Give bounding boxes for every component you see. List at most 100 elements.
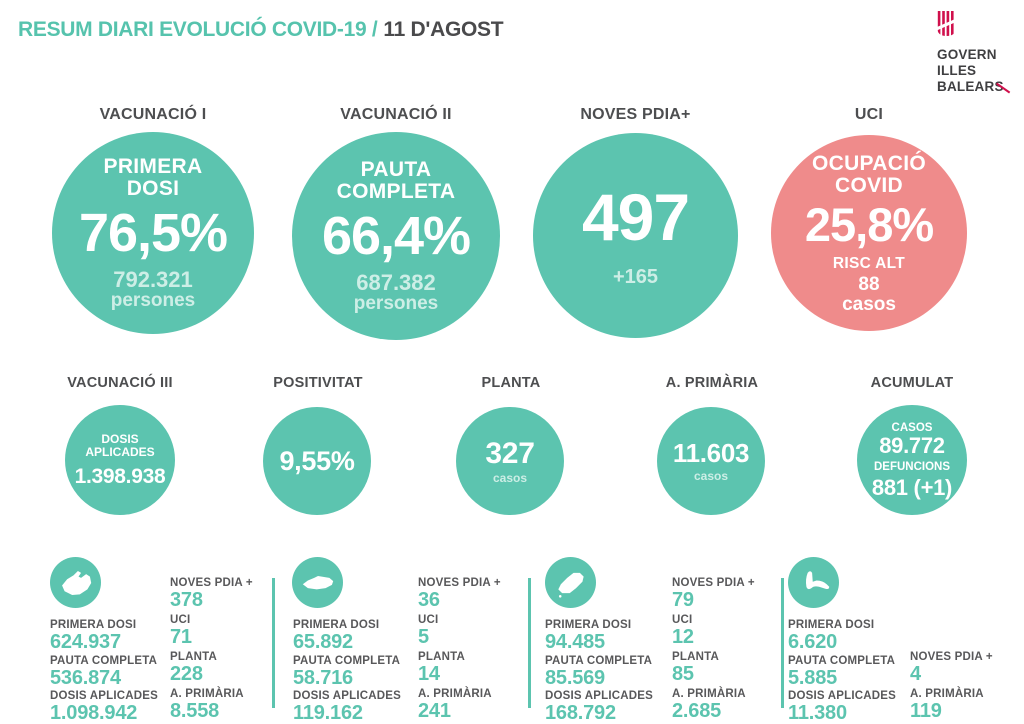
kpi-title-noves-pdia: NOVES PDIA+	[580, 106, 691, 123]
kpi-value: 11.603	[672, 437, 750, 468]
stat-a-primaria: A. PRIMÀRIA 2.685	[672, 688, 746, 722]
stat-value: 119.162	[293, 702, 363, 724]
kpi-value: 497	[581, 180, 690, 254]
stat-label: PAUTA COMPLETA	[788, 655, 896, 667]
stat-dosis-aplicades: DOSIS APLICADES 11.380	[788, 690, 896, 724]
kpi-circle-positivitat: 9,55%	[263, 407, 371, 515]
stat-uci: UCI 12	[672, 614, 694, 648]
stat-label: PLANTA	[672, 651, 719, 663]
stat-label: NOVES PDIA +	[672, 577, 755, 589]
stat-pauta-completa: PAUTA COMPLETA 85.569	[545, 655, 652, 689]
stat-noves-pdia: NOVES PDIA + 79	[672, 577, 755, 611]
stat-label: DOSIS APLICADES	[50, 690, 159, 702]
stat-label: A. PRIMÀRIA	[672, 688, 746, 700]
kpi-risk-label: RISC ALT	[832, 254, 906, 272]
kpi-value: 327	[485, 436, 535, 470]
stat-value: 11.380	[788, 702, 847, 724]
island-section-mallorca	[50, 557, 101, 608]
stat-value: 65.892	[293, 631, 353, 653]
stat-value: 5	[418, 626, 429, 648]
logo-text-line: ILLES	[937, 63, 977, 78]
stat-value: 8.558	[170, 700, 220, 722]
kpi-sublabel: casos	[492, 470, 528, 485]
stat-label: PRIMERA DOSI	[293, 619, 380, 631]
stat-value: 4	[910, 663, 921, 685]
kpi-title-acumulat: ACUMULAT	[870, 375, 954, 391]
stat-primera-dosi: PRIMERA DOSI 94.485	[545, 619, 631, 653]
kpi-circle-noves-pdia: 497 +165	[533, 133, 738, 338]
stat-a-primaria: A. PRIMÀRIA 8.558	[170, 688, 244, 722]
stat-label: PRIMERA DOSI	[50, 619, 137, 631]
page-title: RESUM DIARI EVOLUCIÓ COVID-19 /11 D'AGOS…	[18, 18, 504, 42]
stat-noves-pdia: NOVES PDIA + 378	[170, 577, 253, 611]
stat-dosis-aplicades: DOSIS APLICADES 119.162	[293, 690, 401, 724]
kpi-sublabel: persones	[353, 292, 439, 314]
stat-primera-dosi: PRIMERA DOSI 624.937	[50, 619, 136, 653]
stat-label: PAUTA COMPLETA	[545, 655, 653, 667]
stat-pauta-completa: PAUTA COMPLETA 5.885	[788, 655, 895, 689]
menorca-map-icon	[302, 575, 333, 589]
kpi-value: 9,55%	[279, 446, 355, 476]
stat-planta: PLANTA 14	[418, 651, 465, 685]
stat-primera-dosi: PRIMERA DOSI 65.892	[293, 619, 379, 653]
kpi-title-planta: PLANTA	[481, 375, 541, 391]
kpi-label: COVID	[834, 173, 903, 197]
kpi-label: CASOS	[891, 421, 933, 434]
stat-label: NOVES PDIA +	[418, 577, 501, 589]
stat-label: PLANTA	[170, 651, 217, 663]
kpi-circle-a-primaria: 11.603 casos	[657, 407, 765, 515]
stat-value: 14	[418, 663, 440, 685]
stat-label: UCI	[672, 614, 693, 626]
kpi-title-a-primaria: A. PRIMÀRIA	[665, 375, 759, 391]
stat-uci: UCI 71	[170, 614, 192, 648]
stat-value: 94.485	[545, 631, 605, 653]
kpi-title-vacunacio-3: VACUNACIÓ III	[67, 375, 173, 391]
kpi-sublabel: casos	[842, 293, 896, 315]
page-title-date: 11 D'AGOST	[383, 18, 504, 41]
section-divider	[528, 578, 531, 708]
stat-uci: UCI 5	[418, 614, 438, 648]
stat-value: 5.885	[788, 667, 838, 689]
stat-value: 168.792	[545, 702, 616, 724]
stat-planta: PLANTA 228	[170, 651, 217, 685]
logo-text: GOVERN ILLES BALEARS	[937, 47, 1017, 95]
stat-label: UCI	[170, 614, 191, 626]
kpi-label: PAUTA	[360, 157, 432, 181]
kpi-value: 881 (+1)	[871, 474, 953, 500]
stat-label: A. PRIMÀRIA	[170, 688, 244, 700]
kpi-value: 25,8%	[804, 197, 934, 251]
kpi-value: 76,5%	[78, 202, 228, 263]
stat-value: 624.937	[50, 631, 121, 653]
kpi-sublabel: persones	[110, 289, 196, 311]
stat-label: NOVES PDIA +	[910, 651, 993, 663]
kpi-subvalue: 687.382	[356, 269, 436, 295]
logo-text-line: GOVERN	[937, 47, 997, 62]
stat-label: A. PRIMÀRIA	[418, 688, 492, 700]
kpi-label: COMPLETA	[336, 179, 456, 203]
kpi-circle-primera-dosi: PRIMERA DOSI 76,5% 792.321 persones	[52, 132, 254, 334]
stat-dosis-aplicades: DOSIS APLICADES 168.792	[545, 690, 653, 724]
stat-label: NOVES PDIA +	[170, 577, 253, 589]
kpi-label: OCUPACIÓ	[811, 151, 926, 175]
kpi-label: PRIMERA	[103, 154, 203, 178]
stat-value: 36	[418, 589, 440, 611]
stat-label: PAUTA COMPLETA	[293, 655, 401, 667]
stat-value: 536.874	[50, 667, 121, 689]
section-divider	[781, 578, 784, 708]
kpi-title-positivitat: POSITIVITAT	[273, 375, 363, 391]
section-divider	[272, 578, 275, 708]
stat-noves-pdia: NOVES PDIA + 4	[910, 651, 993, 685]
kpi-label: DOSI	[126, 176, 180, 200]
kpi-value: 1.398.938	[74, 464, 166, 488]
balears-shield-icon	[937, 11, 956, 36]
stat-label: A. PRIMÀRIA	[910, 688, 984, 700]
stat-value: 85	[672, 663, 694, 685]
kpi-circle-uci-ocupacio: OCUPACIÓ COVID 25,8% RISC ALT 88 casos	[771, 135, 967, 331]
mallorca-map-icon	[61, 570, 91, 595]
island-section-formentera	[788, 557, 839, 608]
govern-illes-balears-logo: GOVERN ILLES BALEARS	[937, 11, 1017, 95]
kpi-label: DEFUNCIONS	[873, 460, 951, 473]
stat-value: 71	[170, 626, 192, 648]
stat-value: 119	[910, 700, 942, 722]
